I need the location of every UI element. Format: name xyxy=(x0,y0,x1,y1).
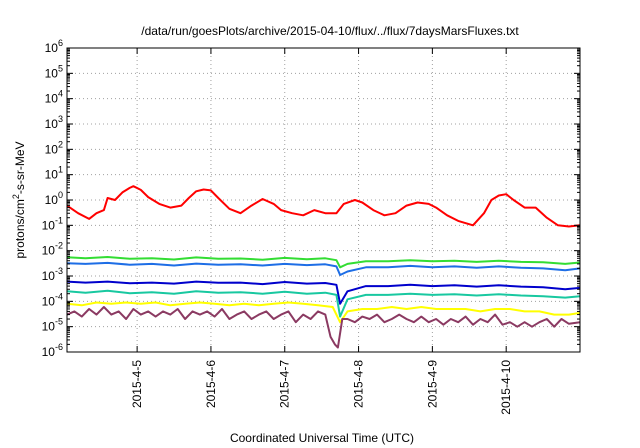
x-tick-label: 2015-4-5 xyxy=(130,360,144,408)
y-tick-label: 102 xyxy=(45,139,63,156)
y-tick-label: 10-2 xyxy=(42,241,63,258)
y-tick-label: 106 xyxy=(45,38,63,55)
x-axis-label: Coordinated Universal Time (UTC) xyxy=(230,431,414,445)
y-tick-label: 10-6 xyxy=(42,342,63,359)
series-line-5 xyxy=(66,289,581,318)
series-line-1 xyxy=(66,185,581,228)
series-layer xyxy=(66,185,581,349)
series-line-3 xyxy=(66,261,581,276)
x-tick-label: 2015-4-9 xyxy=(425,360,439,408)
chart-title: /data/run/goesPlots/archive/2015-04-10/f… xyxy=(141,24,519,38)
y-axis-label-rest: -s-sr-MeV xyxy=(13,141,27,194)
y-axis-label-base: protons/cm xyxy=(13,199,27,258)
y-tick-label: 10-3 xyxy=(42,266,63,283)
y-tick-label: 104 xyxy=(45,89,63,106)
y-tick-label: 103 xyxy=(45,114,63,131)
series-line-6 xyxy=(66,301,581,324)
grid xyxy=(67,48,580,352)
y-tick-label: 100 xyxy=(45,190,63,207)
x-tick-label: 2015-4-6 xyxy=(204,360,218,408)
x-tick-label: 2015-4-7 xyxy=(278,360,292,408)
y-axis-ticks: 10-6 10-5 10-4 10-3 10-2 10-1 100 101 102 103 104 1… xyxy=(42,38,580,359)
y-tick-label: 105 xyxy=(45,63,63,80)
series-line-2 xyxy=(66,256,581,269)
x-tick-label: 2015-4-8 xyxy=(352,360,366,408)
x-tick-label: 2015-4-10 xyxy=(499,360,513,415)
series-line-4 xyxy=(66,280,581,305)
y-tick-label: 10-5 xyxy=(42,317,63,334)
y-axis-label: protons/cm2-s-sr-MeV xyxy=(11,141,27,258)
y-tick-label: 101 xyxy=(45,165,63,182)
x-axis-ticks: 2015-4-5 2015-4-6 2015-4-7 2015-4-8 2015-4-9… xyxy=(130,48,513,415)
y-axis-label-sup: 2 xyxy=(11,194,21,199)
y-tick-label: 10-1 xyxy=(42,215,63,232)
series-line-7 xyxy=(66,306,581,349)
y-tick-label: 10-4 xyxy=(42,291,63,308)
